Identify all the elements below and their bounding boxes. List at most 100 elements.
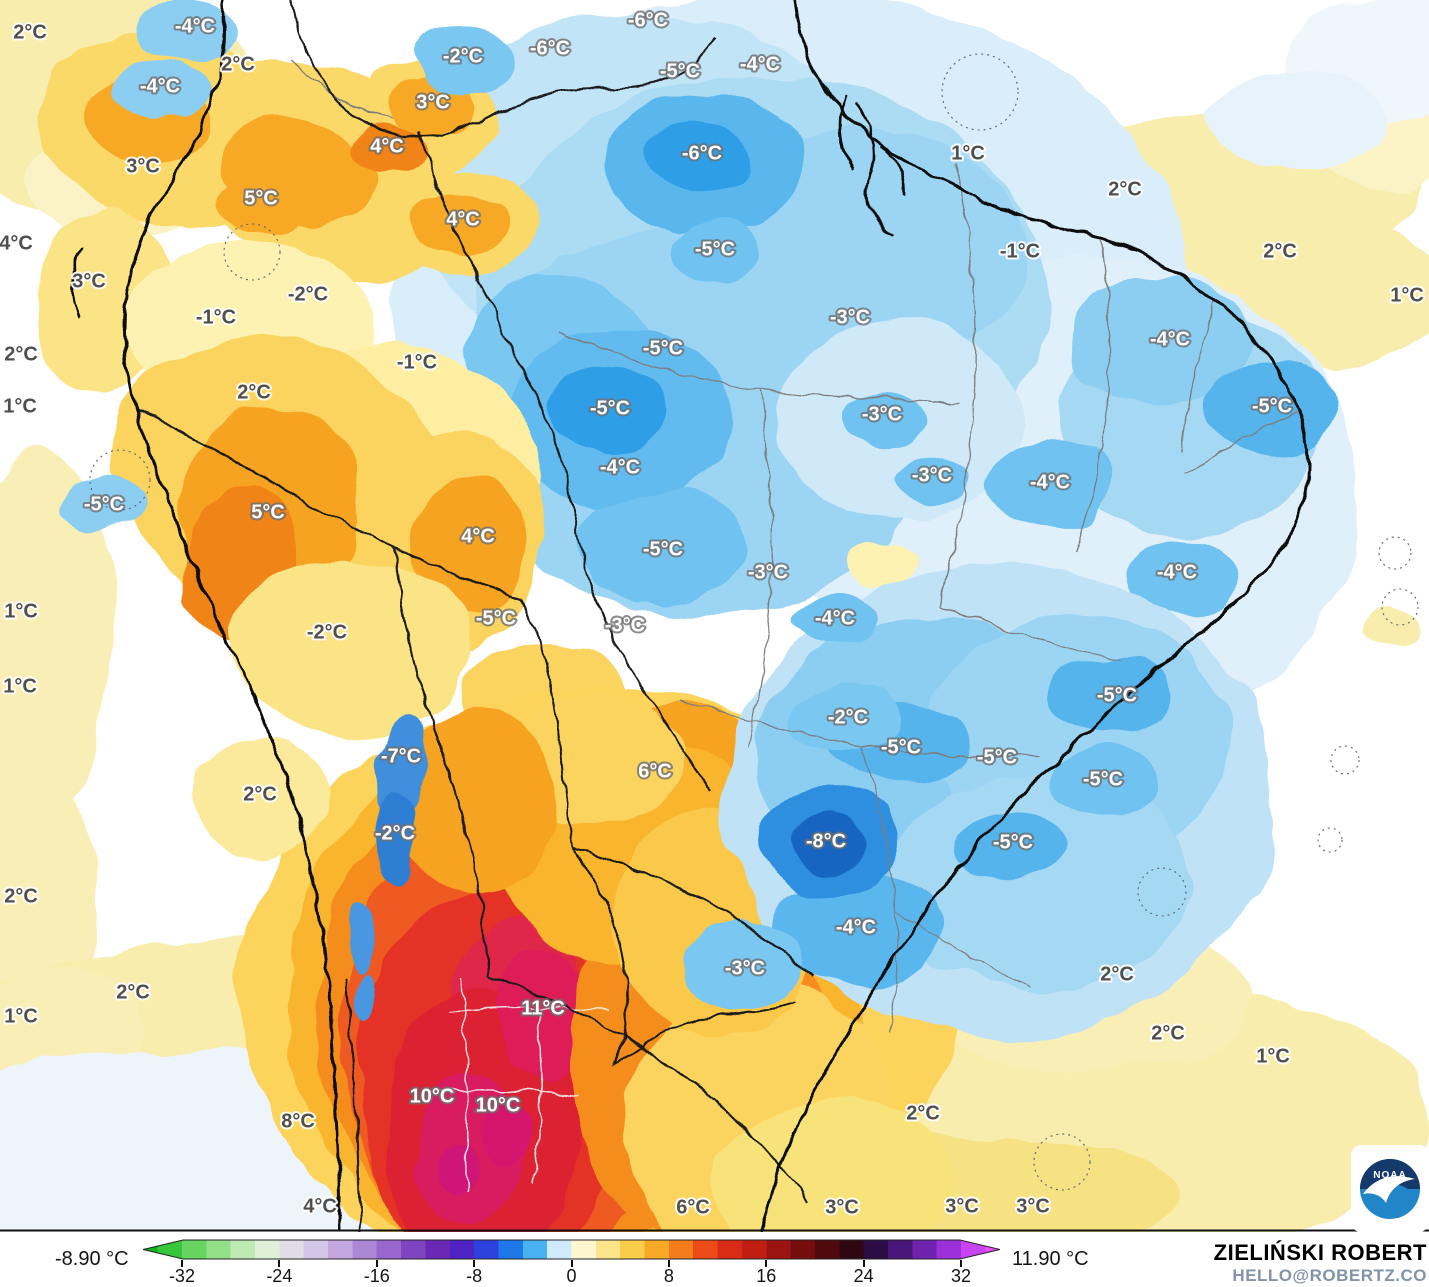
temp-label: 6°C: [676, 1196, 710, 1218]
state-borders-light: [427, 977, 611, 1195]
anomaly-field: [0, 0, 1429, 1232]
state-border-light: [461, 977, 468, 1195]
map-region: [412, 189, 512, 255]
temp-label: -5°C: [977, 746, 1017, 768]
dashed-contour: [1137, 867, 1187, 917]
noaa-text: NOAA: [1373, 1170, 1406, 1181]
country-border: [135, 409, 523, 601]
colorbar-tick: [278, 1260, 281, 1267]
colorbar-tick: [180, 1260, 183, 1267]
temp-label: 2°C: [4, 343, 38, 365]
temp-label: 3°C: [945, 1195, 979, 1217]
temp-label: -1°C: [196, 306, 236, 328]
temp-label: -5°C: [695, 238, 735, 260]
map-region: [415, 25, 515, 95]
state-border: [1179, 299, 1216, 453]
temp-label: 2°C: [221, 53, 255, 75]
colorbar-tick-label: -8: [466, 1266, 483, 1286]
temp-label: 1°C: [3, 675, 37, 697]
temp-label: 2°C: [116, 981, 150, 1003]
map-region: [683, 920, 807, 1012]
map-region: [895, 452, 975, 504]
coastline: [71, 0, 1310, 1232]
state-border: [291, 59, 393, 121]
temp-label: 1°C: [4, 1005, 38, 1027]
map-region: [117, 60, 207, 116]
attribution: ZIELIŃSKI ROBERT HELLO@ROBERTZ.CO: [1214, 1240, 1427, 1286]
colorbar-max-label: 11.90 °C: [1012, 1248, 1089, 1270]
colorbar-tick-label: 8: [663, 1266, 674, 1286]
colorbar-tick-label: 16: [756, 1266, 777, 1286]
attribution-email: HELLO@ROBERTZ.CO: [1232, 1266, 1427, 1285]
colorbar-tick-label: -16: [363, 1266, 390, 1286]
map-region: [346, 901, 374, 969]
temp-label: -3°C: [748, 561, 788, 583]
map-region: [0, 445, 115, 815]
state-border: [939, 604, 1121, 661]
colorbar-tick-label: 0: [566, 1266, 577, 1286]
temp-label: -2°C: [288, 283, 328, 305]
temp-label: 10°C: [476, 1094, 521, 1116]
map-region: [378, 709, 426, 821]
colorbar-tick: [375, 1260, 378, 1267]
temp-label: 1°C: [1256, 1045, 1290, 1067]
colorbar: [143, 1239, 1000, 1260]
temp-label: -5°C: [1252, 395, 1292, 417]
temp-label: -4°C: [815, 607, 855, 629]
temp-label: -6°C: [628, 9, 668, 31]
temp-label: -1°C: [397, 351, 437, 373]
colorbar-tick: [862, 1260, 865, 1267]
temp-label: 10°C: [410, 1085, 455, 1107]
map-region: [1068, 278, 1252, 402]
temp-label: 3°C: [72, 270, 106, 292]
map-region: [890, 770, 1190, 990]
temp-label: -5°C: [84, 493, 124, 515]
country-borders: [135, 0, 813, 1232]
map-region: [230, 557, 470, 733]
state-border-light: [447, 1007, 611, 1013]
temp-label: -5°C: [881, 736, 921, 758]
temp-label: -3°C: [605, 614, 645, 636]
temp-label: -5°C: [643, 538, 683, 560]
dashed-contours: [89, 53, 1419, 1191]
colorbar-tick: [765, 1260, 768, 1267]
state-border: [859, 744, 898, 1031]
map-region: [354, 124, 426, 176]
country-border: [418, 131, 509, 346]
noaa-emblem-icon: NOAA: [1360, 1158, 1420, 1219]
temp-label: 5°C: [251, 501, 285, 523]
temp-label: 2°C: [1263, 240, 1297, 262]
temp-label: -3°C: [725, 957, 765, 979]
temp-label: -5°C: [1097, 684, 1137, 706]
map-region: [778, 872, 942, 984]
attribution-name: ZIELIŃSKI ROBERT: [1213, 1240, 1427, 1265]
temp-label: -2°C: [443, 45, 483, 67]
map-region: [479, 1103, 531, 1167]
temp-label: 2°C: [237, 381, 271, 403]
temp-label: 4°C: [303, 1195, 337, 1217]
temp-label: 11°C: [521, 997, 565, 1019]
temp-label: -6°C: [682, 142, 722, 164]
temp-label: 6°C: [638, 760, 672, 782]
colorbar-tick: [570, 1260, 573, 1267]
temp-label: -5°C: [476, 607, 516, 629]
map-region: [1053, 748, 1153, 816]
temp-label: -5°C: [660, 60, 700, 82]
state-border-light: [531, 1009, 543, 1185]
temp-label: -4°C: [740, 53, 780, 75]
noaa-logo: NOAA: [1351, 1145, 1429, 1232]
temp-label: 3°C: [1016, 1195, 1050, 1217]
temp-label: -6°C: [530, 37, 570, 59]
map-region: [356, 969, 380, 1021]
temp-label: 2°C: [243, 783, 277, 805]
temp-label: 3°C: [825, 1196, 859, 1218]
state-border: [1183, 409, 1299, 473]
colorbar-tick: [960, 1260, 963, 1267]
map-region: [216, 172, 308, 232]
country-border: [487, 974, 809, 1203]
dashed-contour: [1033, 1133, 1091, 1191]
country-border: [343, 979, 362, 1232]
colorbar-tick-label: -32: [168, 1266, 195, 1286]
map-region: [1053, 657, 1177, 733]
